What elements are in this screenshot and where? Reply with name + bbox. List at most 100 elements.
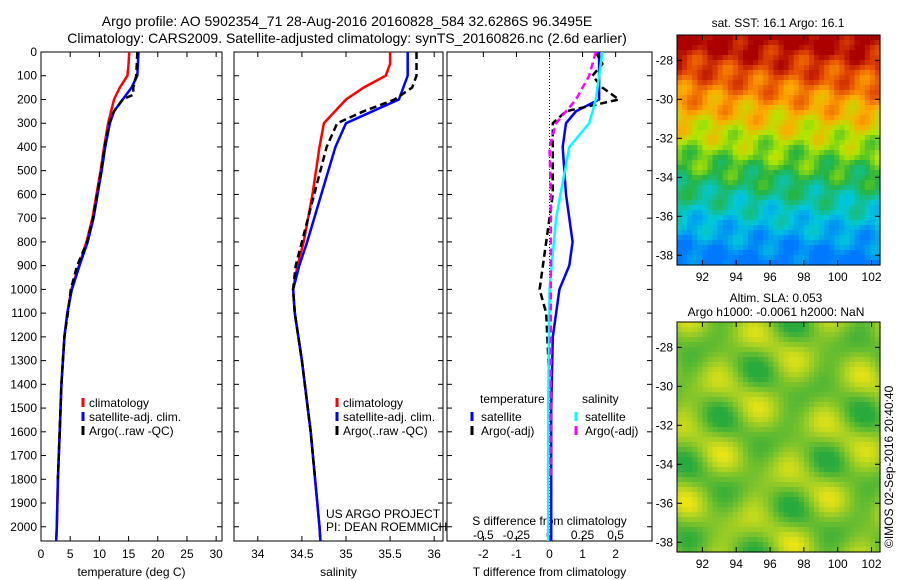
heatmap-cell bbox=[707, 482, 714, 488]
heatmap-cell bbox=[788, 482, 795, 488]
heatmap-cell bbox=[874, 140, 881, 146]
heatmap-cell bbox=[677, 160, 683, 166]
heatmap-cell bbox=[803, 90, 810, 96]
heatmap-cell bbox=[743, 357, 749, 363]
heatmap-cell bbox=[687, 467, 693, 473]
heatmap-cell bbox=[753, 185, 759, 191]
heatmap-cell bbox=[743, 487, 749, 493]
heatmap-cell bbox=[717, 235, 724, 241]
heatmap-cell bbox=[869, 205, 876, 211]
heatmap-cell bbox=[849, 447, 856, 453]
heatmap-cell bbox=[859, 260, 866, 266]
heatmap-cell bbox=[793, 145, 800, 151]
heatmap-cell bbox=[692, 507, 698, 513]
heatmap-cell bbox=[778, 537, 785, 543]
heatmap-cell bbox=[712, 502, 719, 508]
heatmap-cell bbox=[737, 250, 744, 256]
heatmap-cell bbox=[824, 35, 830, 41]
heatmap-cell bbox=[803, 165, 810, 171]
heatmap-cell bbox=[819, 250, 825, 256]
heatmap-cell bbox=[692, 70, 698, 76]
heatmap-cell bbox=[743, 165, 749, 171]
heatmap-cell bbox=[677, 125, 683, 131]
heatmap-cell bbox=[788, 60, 795, 66]
heatmap-cell bbox=[737, 397, 744, 403]
heatmap-cell bbox=[849, 70, 856, 76]
heatmap-cell bbox=[824, 437, 830, 443]
heatmap-cell bbox=[677, 482, 683, 488]
heatmap-cell bbox=[864, 542, 871, 548]
heatmap-cell bbox=[849, 402, 856, 408]
heatmap-cell bbox=[763, 160, 769, 166]
heatmap-cell bbox=[702, 115, 709, 121]
heatmap-cell bbox=[778, 200, 785, 206]
heatmap-cell bbox=[793, 155, 800, 161]
heatmap-cell bbox=[717, 477, 724, 483]
heatmap-cell bbox=[753, 35, 759, 41]
heatmap-cell bbox=[869, 70, 876, 76]
heatmap-cell bbox=[788, 35, 795, 41]
heatmap-cell bbox=[849, 200, 856, 206]
heatmap-cell bbox=[768, 180, 775, 186]
heatmap-cell bbox=[712, 35, 719, 41]
heatmap-cell bbox=[824, 195, 830, 201]
heatmap-cell bbox=[707, 235, 714, 241]
y-tick-label: 0 bbox=[30, 45, 37, 59]
heatmap-cell bbox=[743, 347, 749, 353]
heatmap-cell bbox=[844, 55, 851, 61]
heatmap-cell bbox=[743, 427, 749, 433]
heatmap-cell bbox=[737, 160, 744, 166]
heatmap-cell bbox=[854, 332, 861, 338]
heatmap-cell bbox=[803, 260, 810, 266]
heatmap-cell bbox=[722, 235, 729, 241]
heatmap-cell bbox=[864, 342, 871, 348]
heatmap-cell bbox=[697, 392, 703, 398]
heatmap-cell bbox=[803, 70, 810, 76]
heatmap-cell bbox=[763, 387, 769, 393]
heatmap-cell bbox=[844, 422, 851, 428]
heatmap-cell bbox=[844, 230, 851, 236]
heatmap-cell bbox=[737, 367, 744, 373]
heatmap-cell bbox=[783, 532, 790, 538]
heatmap-cell bbox=[702, 75, 709, 81]
heatmap-cell bbox=[829, 522, 835, 528]
heatmap-cell bbox=[874, 387, 881, 393]
heatmap-cell bbox=[727, 105, 734, 111]
heatmap-cell bbox=[809, 225, 815, 231]
heatmap-cell bbox=[874, 85, 881, 91]
heatmap-cell bbox=[803, 180, 810, 186]
heatmap-cell bbox=[824, 80, 830, 86]
heatmap-cell bbox=[864, 482, 871, 488]
heatmap-cell bbox=[783, 467, 790, 473]
heatmap-cell bbox=[687, 462, 693, 468]
heatmap-cell bbox=[783, 160, 790, 166]
heatmap-cell bbox=[702, 372, 709, 378]
heatmap-cell bbox=[677, 457, 683, 463]
heatmap-cell bbox=[798, 250, 805, 256]
heatmap-cell bbox=[819, 487, 825, 493]
heatmap-cell bbox=[834, 35, 840, 41]
heatmap-cell bbox=[707, 170, 714, 176]
heatmap-cell bbox=[809, 260, 815, 266]
heatmap-cell bbox=[732, 542, 739, 548]
heatmap-cell bbox=[717, 90, 724, 96]
heatmap-cell bbox=[692, 457, 698, 463]
heatmap-cell bbox=[874, 260, 881, 266]
heatmap-cell bbox=[717, 512, 724, 518]
heatmap-cell bbox=[824, 205, 830, 211]
heatmap-cell bbox=[687, 255, 693, 261]
heatmap-cell bbox=[829, 342, 835, 348]
heatmap-cell bbox=[682, 235, 688, 241]
heatmap-cell bbox=[727, 322, 734, 328]
heatmap-cell bbox=[748, 362, 754, 368]
heatmap-cell bbox=[758, 402, 764, 408]
heatmap-cell bbox=[732, 492, 739, 498]
heatmap-cell bbox=[809, 215, 815, 221]
heatmap-cell bbox=[763, 437, 769, 443]
heatmap-cell bbox=[697, 522, 703, 528]
heatmap-cell bbox=[788, 437, 795, 443]
heatmap-cell bbox=[798, 342, 805, 348]
heatmap-cell bbox=[859, 185, 866, 191]
heatmap-cell bbox=[839, 200, 846, 206]
heatmap-cell bbox=[692, 502, 698, 508]
